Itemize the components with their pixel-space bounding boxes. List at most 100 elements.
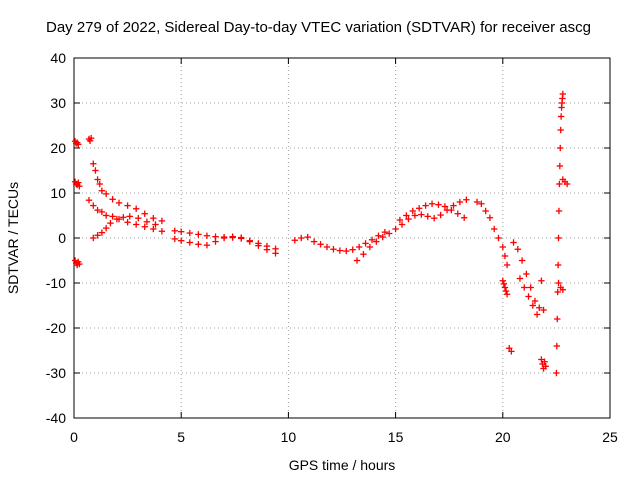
- data-point: [540, 306, 547, 314]
- data-point: [418, 211, 425, 218]
- data-point: [272, 250, 279, 257]
- data-point: [381, 228, 389, 236]
- series-trace-12: [516, 275, 545, 318]
- data-point: [424, 213, 431, 220]
- data-point: [499, 277, 506, 284]
- x-tick-label: 15: [388, 429, 404, 445]
- data-point: [557, 144, 564, 152]
- data-point: [450, 202, 457, 209]
- data-point: [503, 291, 511, 298]
- data-point: [392, 225, 399, 233]
- data-point: [304, 233, 311, 241]
- data-point: [143, 218, 151, 225]
- data-point: [75, 141, 82, 148]
- data-point: [109, 213, 116, 220]
- data-point: [553, 342, 561, 350]
- data-point: [310, 238, 318, 245]
- data-point: [473, 198, 481, 206]
- data-point: [195, 231, 202, 238]
- x-tick-label: 0: [70, 429, 78, 445]
- data-point: [178, 237, 185, 244]
- data-point: [555, 279, 562, 287]
- series-early-positive: [71, 134, 95, 148]
- data-point: [533, 311, 541, 318]
- data-point: [501, 284, 509, 291]
- data-point: [491, 225, 498, 233]
- data-point: [385, 230, 393, 237]
- data-point: [555, 207, 563, 215]
- series-trace-4: [171, 227, 279, 252]
- data-point: [405, 215, 412, 223]
- data-point: [415, 205, 423, 212]
- data-point: [94, 176, 101, 183]
- data-point: [554, 288, 561, 296]
- data-point: [559, 90, 567, 98]
- data-point: [336, 247, 344, 254]
- data-point: [330, 246, 337, 253]
- data-point: [186, 239, 193, 246]
- data-point: [355, 243, 363, 251]
- data-points: [71, 90, 571, 377]
- data-point: [541, 358, 548, 365]
- data-point: [102, 212, 110, 219]
- data-point: [171, 235, 178, 243]
- data-point: [422, 202, 429, 209]
- series-trace-10: [499, 277, 515, 355]
- series-early-mid: [71, 178, 83, 190]
- data-point: [298, 234, 305, 242]
- y-tick-label: 40: [50, 50, 66, 66]
- data-point: [102, 224, 110, 232]
- x-tick-label: 5: [177, 429, 185, 445]
- y-tick-label: -40: [46, 410, 66, 426]
- data-point: [428, 200, 436, 207]
- data-point: [171, 227, 178, 234]
- data-point: [186, 229, 193, 237]
- series-trace-8: [396, 200, 468, 224]
- data-point: [75, 179, 82, 186]
- data-point: [555, 234, 562, 242]
- data-point: [411, 212, 419, 219]
- data-point: [360, 251, 367, 258]
- data-point: [85, 197, 93, 204]
- axis-ticks: 0 5 10 15 20 25 -40 -30 -20 -10 0 10 20 30 40: [46, 50, 618, 445]
- data-point: [158, 228, 166, 235]
- series-trace-1: [90, 160, 166, 225]
- x-axis-label: GPS time / hours: [289, 457, 396, 473]
- data-point: [141, 223, 148, 230]
- data-point: [495, 234, 502, 242]
- data-point: [323, 243, 331, 251]
- y-tick-label: 30: [50, 95, 66, 111]
- data-point: [195, 241, 202, 248]
- data-point: [527, 284, 534, 291]
- data-point: [529, 302, 537, 309]
- data-point: [90, 160, 97, 167]
- data-point: [554, 261, 562, 269]
- data-point: [115, 199, 123, 207]
- data-point: [379, 233, 386, 241]
- data-point: [76, 260, 83, 268]
- data-point: [556, 180, 563, 188]
- data-point: [150, 225, 157, 233]
- series-trace-3: [90, 213, 159, 242]
- data-point: [212, 238, 219, 245]
- data-point: [132, 221, 140, 228]
- data-point: [113, 215, 121, 223]
- data-point: [536, 304, 543, 311]
- data-point: [109, 196, 116, 203]
- data-point: [478, 200, 485, 207]
- series-trace-13: [538, 356, 549, 372]
- data-point: [353, 257, 361, 264]
- data-point: [373, 238, 380, 245]
- series-trace-5: [171, 233, 279, 257]
- data-point: [441, 203, 449, 210]
- data-point: [317, 241, 324, 248]
- series-trace-11: [510, 239, 547, 314]
- data-point: [132, 205, 140, 212]
- data-point: [559, 286, 567, 293]
- data-point: [98, 229, 106, 236]
- x-tick-label: 20: [495, 429, 511, 445]
- data-point: [94, 206, 101, 214]
- data-point: [124, 202, 131, 209]
- series-trace-6: [291, 228, 389, 255]
- data-point: [94, 232, 101, 239]
